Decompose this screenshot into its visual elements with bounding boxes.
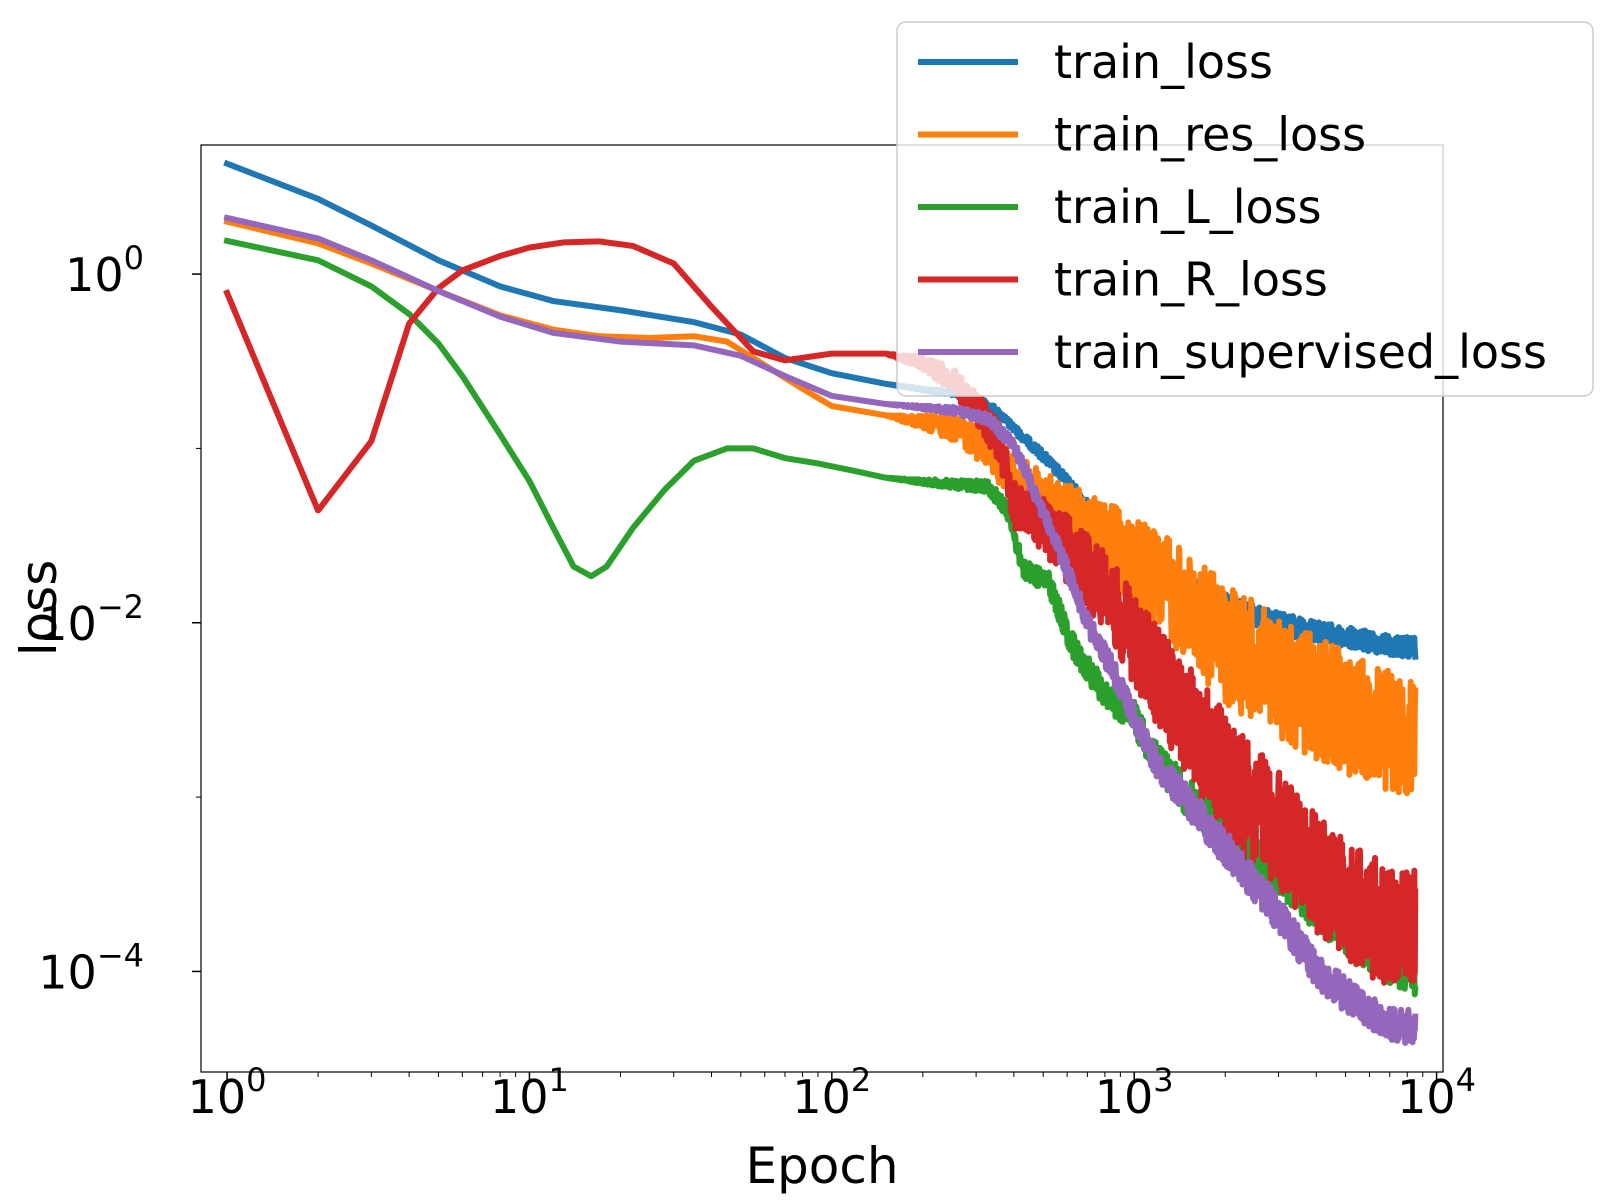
- legend-label: train_res_loss: [1054, 108, 1366, 162]
- legend-entries: train_loss train_res_loss train_L_losstrai…: [918, 35, 1547, 379]
- y-tick-label: 10−4: [38, 936, 144, 999]
- legend-entry-train-loss[interactable]: train_loss: [918, 35, 1273, 89]
- legend-entry-train-R-loss[interactable]: train_R_loss: [918, 253, 1328, 307]
- legend-label: train_loss: [1054, 35, 1273, 89]
- series-line-train-supervised-loss: [223, 214, 1419, 1046]
- x-tick-label: 103: [1095, 1061, 1174, 1124]
- plot-frame: [200, 144, 1444, 1073]
- legend-entry-train-supervised-loss[interactable]: train_supervised_loss: [918, 325, 1547, 379]
- x-tick-label: 102: [792, 1061, 871, 1124]
- y-tick-label: 100: [65, 239, 144, 302]
- y-tick-label: 10−2: [38, 588, 144, 651]
- legend-label: train_supervised_loss: [1054, 325, 1547, 379]
- legend-entry-train-res-loss[interactable]: train_res_loss: [918, 108, 1366, 162]
- x-tick-label: 101: [490, 1061, 569, 1124]
- x-tick-label: 104: [1397, 1061, 1476, 1124]
- legend[interactable]: train_loss train_res_loss train_L_losstrai…: [896, 21, 1594, 397]
- x-axis-label: Epoch: [745, 1137, 898, 1195]
- legend-entry-train-L-loss[interactable]: train_L_loss: [918, 180, 1322, 234]
- y-axis-label: loss: [10, 560, 68, 657]
- x-tick-label: 100: [188, 1061, 267, 1124]
- legend-label: train_L_loss: [1054, 180, 1322, 234]
- legend-label: train_R_loss: [1054, 253, 1328, 307]
- legend-box: [896, 21, 1594, 397]
- series-layer: [223, 159, 1419, 1046]
- ticks-layer: 100 101 102 103 104 100 10−2 10−4: [38, 239, 1476, 1124]
- series-line-train-R-loss: [223, 238, 1419, 986]
